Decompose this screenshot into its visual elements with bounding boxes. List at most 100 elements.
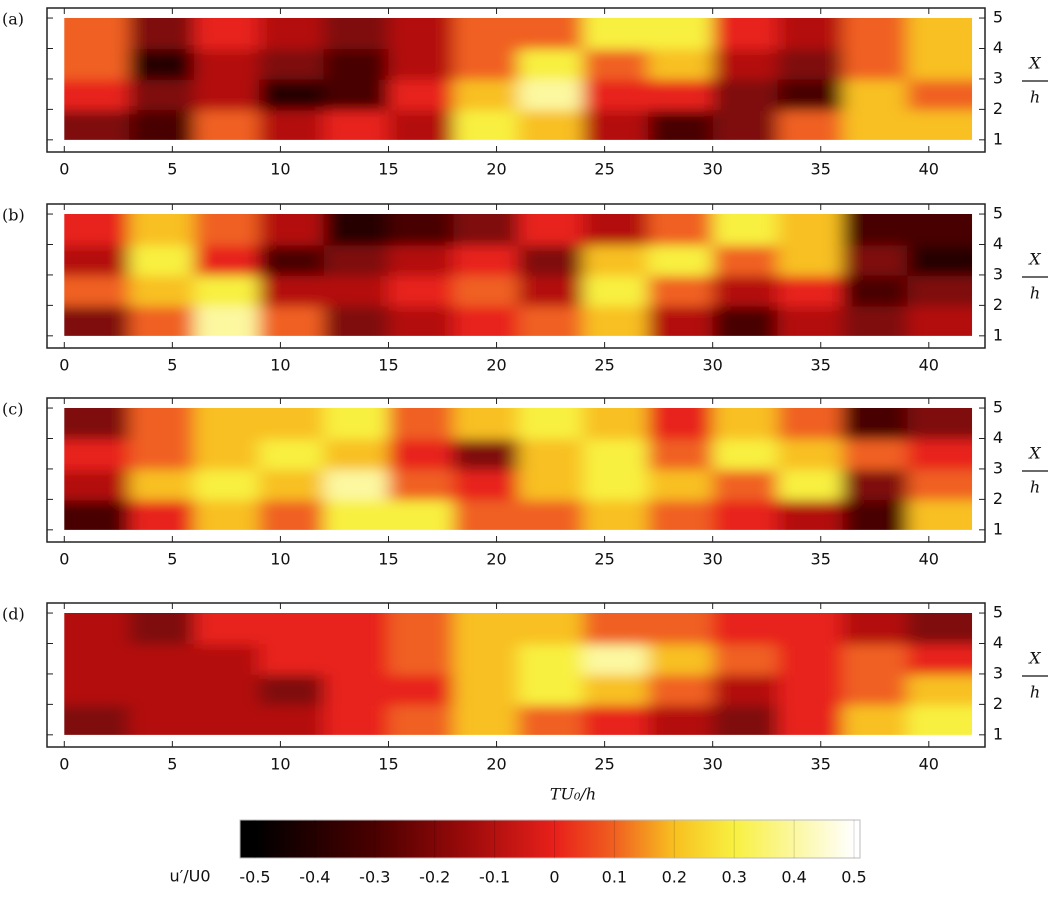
x-tick-label: 0	[59, 755, 69, 774]
colorbar-tick-label: 0.5	[841, 868, 866, 887]
heat-cell	[453, 78, 520, 111]
heat-cell	[64, 468, 131, 501]
heat-cell	[323, 499, 390, 530]
heat-cell	[907, 274, 973, 307]
heat-cell	[193, 499, 260, 530]
y-tick-label: 1	[993, 519, 1003, 538]
heat-cell	[518, 18, 584, 50]
x-tick-label: 10	[270, 160, 290, 179]
colorbar-tick-label: 0.2	[662, 868, 687, 887]
heat-cell	[647, 244, 714, 276]
heat-cell	[842, 613, 909, 645]
heat-cell	[583, 274, 649, 307]
y-tick-label: 4	[993, 428, 1003, 447]
heat-cell	[647, 305, 714, 336]
y-tick-label: 1	[993, 724, 1003, 743]
heat-cell	[129, 704, 195, 735]
heat-cell	[647, 408, 714, 440]
heat-cell	[64, 499, 131, 530]
heat-cell	[907, 643, 973, 675]
y-tick-label: 3	[993, 68, 1003, 87]
heat-cell	[583, 438, 649, 470]
heat-cell	[842, 704, 909, 735]
heat-cell	[777, 48, 844, 80]
heat-cell	[453, 438, 520, 470]
heat-cell	[258, 643, 325, 675]
y-tick-label: 2	[993, 489, 1003, 508]
heatmap-cells	[64, 613, 973, 735]
heat-cell	[453, 613, 520, 645]
heat-cell	[518, 704, 584, 735]
heat-cell	[453, 48, 520, 80]
y-tick-label: 5	[993, 8, 1003, 27]
heat-cell	[388, 643, 455, 675]
heat-cell	[193, 48, 260, 80]
heat-cell	[907, 48, 973, 80]
heat-cell	[453, 673, 520, 706]
heat-cell	[777, 78, 844, 111]
heat-cell	[712, 274, 779, 307]
heat-cell	[193, 274, 260, 307]
heat-cell	[712, 643, 779, 675]
heat-cell	[64, 214, 131, 246]
heat-cell	[388, 48, 455, 80]
heat-cell	[777, 305, 844, 336]
heat-cell	[388, 704, 455, 735]
x-tick-label: 20	[486, 755, 506, 774]
y-tick-label: 4	[993, 633, 1003, 652]
y-tick-label: 3	[993, 663, 1003, 682]
heat-cell	[193, 673, 260, 706]
x-tick-label: 40	[919, 755, 939, 774]
heatmap	[64, 408, 973, 530]
heat-cell	[388, 78, 455, 111]
heat-cell	[129, 643, 195, 675]
heat-cell	[647, 499, 714, 530]
heat-cell	[323, 48, 390, 80]
heat-cell	[647, 78, 714, 111]
heat-cell	[258, 499, 325, 530]
heat-cell	[193, 78, 260, 111]
heat-cell	[258, 78, 325, 111]
x-tick-label: 20	[486, 160, 506, 179]
colorbar-label: u′/U0	[169, 867, 210, 886]
x-tick-label: 15	[378, 160, 398, 179]
y-label: X	[1027, 444, 1041, 463]
heat-cell	[323, 305, 390, 336]
heat-cell	[777, 499, 844, 530]
heat-cell	[388, 244, 455, 276]
heat-cell	[907, 18, 973, 50]
heat-cell	[453, 109, 520, 140]
heat-cell	[453, 274, 520, 307]
heat-cell	[583, 468, 649, 501]
heat-cell	[583, 643, 649, 675]
heat-cell	[842, 305, 909, 336]
heatmap	[64, 18, 973, 140]
heat-cell	[907, 305, 973, 336]
heat-cell	[777, 438, 844, 470]
x-tick-label: 20	[486, 550, 506, 569]
x-tick-label: 40	[919, 356, 939, 375]
heat-cell	[64, 704, 131, 735]
heat-cell	[518, 214, 584, 246]
y-tick-label: 3	[993, 458, 1003, 477]
heat-cell	[583, 613, 649, 645]
heat-cell	[583, 408, 649, 440]
heat-cell	[907, 214, 973, 246]
heat-cell	[64, 78, 131, 111]
heat-cell	[388, 408, 455, 440]
heat-cell	[647, 18, 714, 50]
heat-cell	[323, 408, 390, 440]
heat-cell	[712, 18, 779, 50]
heat-cell	[388, 673, 455, 706]
heat-cell	[388, 214, 455, 246]
colorbar-tick-label: -0.2	[419, 868, 450, 887]
heat-cell	[129, 438, 195, 470]
colorbar-tick-label: 0.1	[602, 868, 627, 887]
heat-cell	[129, 214, 195, 246]
heat-cell	[712, 468, 779, 501]
heat-cell	[777, 18, 844, 50]
x-tick-label: 30	[702, 550, 722, 569]
heat-cell	[712, 305, 779, 336]
heat-cell	[64, 305, 131, 336]
